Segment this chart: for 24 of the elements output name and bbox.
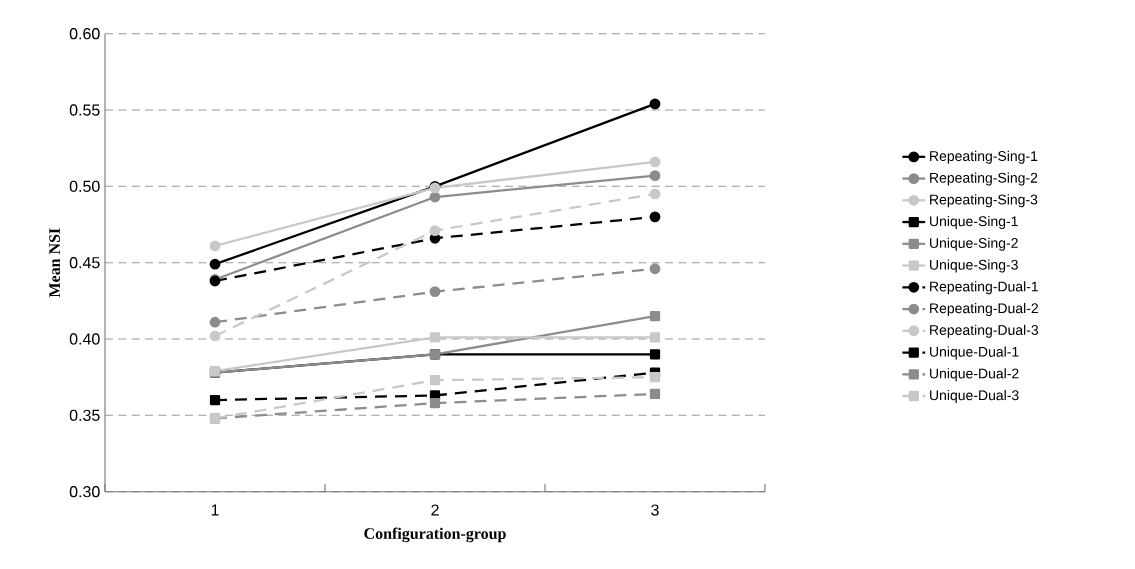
legend-label: Unique-Sing-2 <box>930 237 1018 251</box>
legend-label: Unique-Sing-3 <box>930 259 1018 273</box>
x-axis-title: Configuration-group <box>364 527 506 543</box>
legend-label: Unique-Dual-1 <box>930 346 1019 360</box>
legend-label: Repeating-Dual-1 <box>930 281 1038 295</box>
y-axis-title: Mean NSI <box>49 228 60 298</box>
legend-label: Repeating-Sing-1 <box>930 150 1038 164</box>
legend-label: Repeating-Sing-2 <box>930 172 1038 186</box>
x-tick-label: 2 <box>431 504 439 516</box>
x-tick-label: 3 <box>651 504 659 516</box>
legend-label: Repeating-Dual-2 <box>930 302 1038 317</box>
y-tick-label: 0.50 <box>69 180 100 192</box>
y-tick-label: 0.40 <box>69 333 100 345</box>
y-tick-label: 0.35 <box>69 409 100 421</box>
y-tick-label: 0.30 <box>69 486 100 498</box>
legend-label: Repeating-Dual-3 <box>930 324 1039 338</box>
legend-label: Unique-Sing-1 <box>930 215 1018 230</box>
legend-label: Unique-Dual-2 <box>930 368 1019 382</box>
y-tick-label: 0.45 <box>69 257 100 269</box>
x-tick-label: 1 <box>211 504 219 516</box>
legend-label: Unique-Dual-3 <box>930 389 1019 403</box>
y-tick-label: 0.55 <box>69 104 100 116</box>
legend-label: Repeating-Sing-3 <box>930 194 1038 208</box>
y-tick-label: 0.60 <box>69 28 100 40</box>
